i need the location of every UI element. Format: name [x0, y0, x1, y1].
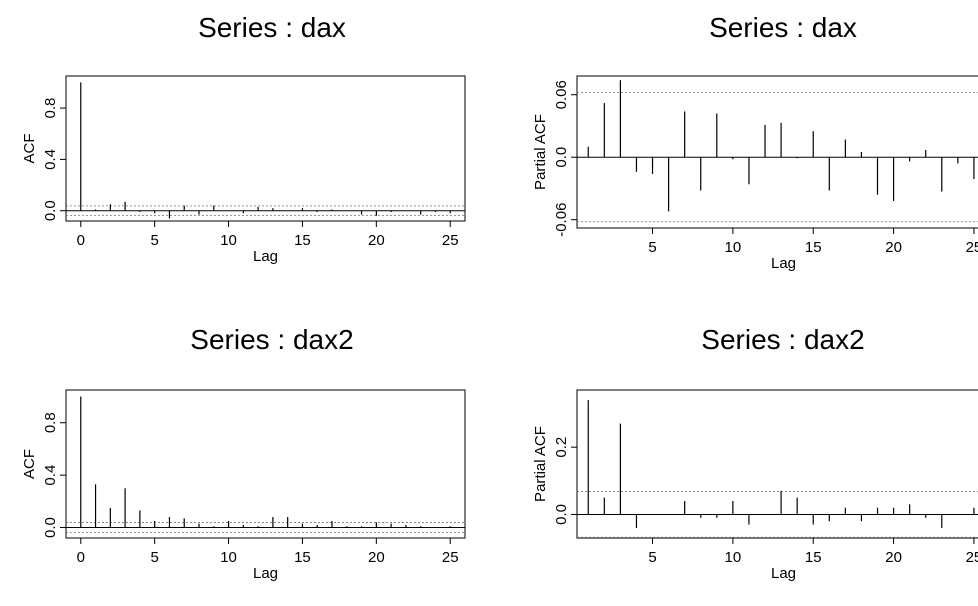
x-tick-label: 25 [966, 239, 978, 256]
y-axis-label: Partial ACF [532, 114, 549, 190]
chart-title: Series : dax2 [190, 324, 353, 355]
x-tick-label: 20 [885, 239, 902, 256]
x-tick-label: 25 [442, 549, 459, 566]
plot-frame [576, 389, 978, 539]
chart-title: Series : dax [198, 12, 346, 43]
y-tick-label: 0.0 [42, 517, 59, 538]
plot-frame [65, 75, 466, 222]
x-axis-label: Lag [771, 565, 796, 582]
chart-panel-acf-dax: Series : dax 0 5 10 15 20 25 0.0 0.4 0.8 Lag ACF [21, 12, 466, 265]
y-tick-label: 0.8 [42, 98, 59, 119]
x-tick-label: 10 [220, 232, 237, 249]
y-axis-label: ACF [21, 449, 38, 479]
x-tick-label: 25 [966, 549, 978, 566]
x-tick-label: 20 [368, 232, 385, 249]
chart-panel-pacf-dax2: Series : dax2 5 10 15 20 25 0.0 0.2 Lag Partial A… [532, 324, 978, 582]
x-tick-label: 5 [648, 239, 656, 256]
y-tick-label: 0.8 [42, 412, 59, 433]
x-axis-label: Lag [253, 248, 278, 265]
x-tick-label: 5 [150, 232, 158, 249]
x-tick-label: 0 [77, 232, 85, 249]
x-tick-label: 20 [885, 549, 902, 566]
y-tick-label: 0.2 [553, 437, 570, 458]
x-tick-label: 25 [442, 232, 459, 249]
chart-title: Series : dax2 [701, 324, 864, 355]
y-tick-label: 0.4 [42, 149, 59, 170]
x-tick-label: 15 [805, 549, 822, 566]
x-axis-label: Lag [253, 565, 278, 582]
y-tick-label: 0.0 [42, 200, 59, 221]
x-tick-label: 10 [220, 549, 237, 566]
x-tick-label: 10 [725, 549, 742, 566]
x-axis-label: Lag [771, 255, 796, 272]
chart-panel-pacf-dax: Series : dax 5 10 15 20 25 -0.06 0.0 0.06 Lag Part… [532, 12, 978, 272]
chart-title: Series : dax [709, 12, 857, 43]
chart-panel-acf-dax2: Series : dax2 0 5 10 15 20 25 0.0 0.4 0.8 Lag ACF [21, 324, 466, 582]
x-tick-label: 5 [150, 549, 158, 566]
plot-frame [65, 389, 466, 539]
y-axis-label: Partial ACF [532, 426, 549, 502]
y-tick-label: 0.4 [42, 465, 59, 486]
x-tick-label: 5 [648, 549, 656, 566]
x-tick-label: 0 [77, 549, 85, 566]
y-tick-label: 0.0 [553, 504, 570, 525]
y-tick-label: -0.06 [553, 203, 570, 237]
x-tick-label: 15 [294, 232, 311, 249]
plot-frame [576, 75, 978, 229]
x-tick-label: 15 [805, 239, 822, 256]
y-tick-label: 0.06 [553, 80, 570, 109]
y-axis-label: ACF [21, 134, 38, 164]
y-tick-label: 0.0 [553, 147, 570, 168]
x-tick-label: 15 [294, 549, 311, 566]
x-tick-label: 10 [725, 239, 742, 256]
x-tick-label: 20 [368, 549, 385, 566]
